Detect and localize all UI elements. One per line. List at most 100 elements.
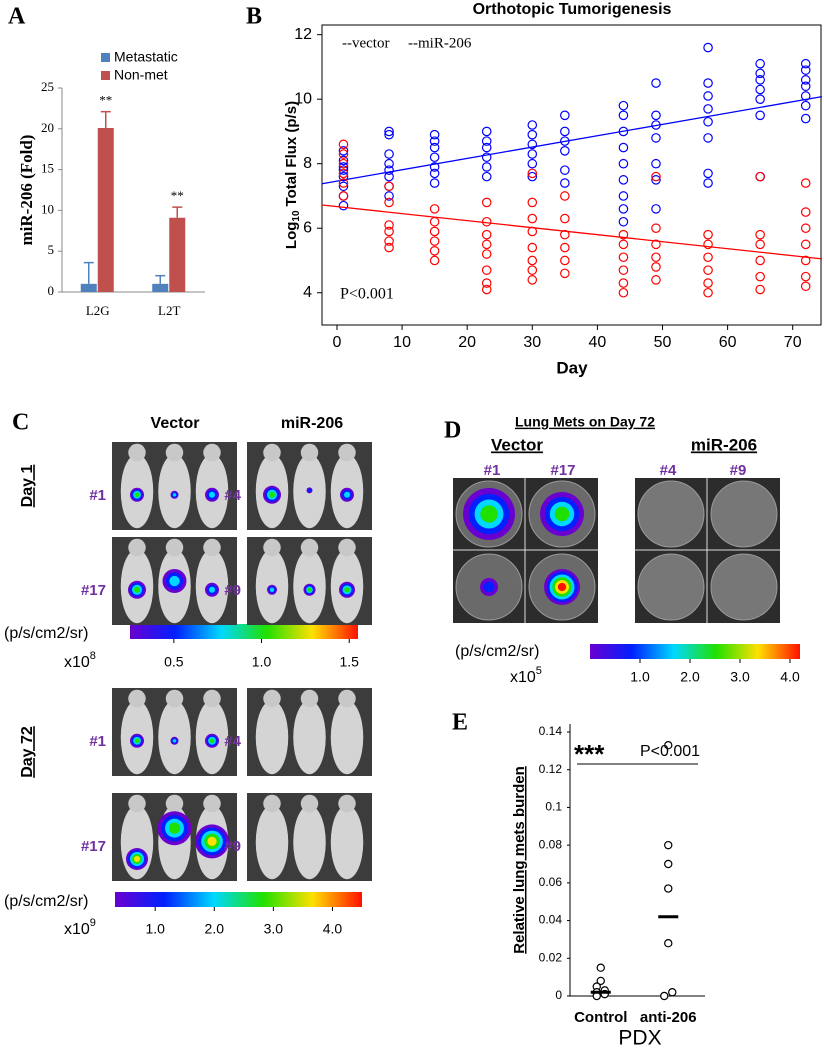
x-tick-label: 60: [719, 334, 737, 351]
point: [338, 181, 349, 192]
point: [560, 165, 570, 175]
mouse-head: [203, 794, 221, 813]
y-tick-label: 10: [294, 90, 312, 107]
panel-label: C: [12, 410, 29, 436]
fit-line: [321, 95, 823, 185]
x-axis-label: Day: [556, 358, 588, 377]
mouse: [293, 805, 326, 880]
mouse-head: [338, 443, 356, 462]
mouse-id: #1: [89, 487, 106, 504]
point: [703, 178, 713, 188]
colorbar-tick-label: 4.0: [780, 669, 800, 685]
point: [755, 58, 765, 69]
point: [429, 142, 440, 153]
p-value: P<0.001: [640, 743, 700, 760]
point: [429, 204, 440, 214]
point: [338, 168, 349, 179]
point: [664, 741, 673, 750]
point: [651, 110, 661, 121]
colorbar-tick-label: 0.5: [164, 654, 184, 670]
error-bar: [155, 274, 166, 284]
signal: [269, 587, 275, 592]
point: [755, 94, 765, 104]
significance: **: [99, 93, 112, 108]
mouse-id: #17: [81, 582, 106, 599]
point: [481, 142, 492, 153]
significance: **: [171, 188, 184, 203]
day-label: Day 72: [19, 726, 36, 778]
point: [429, 136, 440, 146]
mouse-head: [203, 443, 221, 462]
point: [618, 158, 629, 169]
y-tick-label: 20: [41, 120, 54, 135]
point: [338, 158, 349, 169]
signal: [209, 491, 215, 498]
y-tick-label: 5: [48, 242, 55, 257]
mouse-head: [128, 443, 146, 462]
point: [660, 991, 669, 1001]
point: [481, 229, 492, 240]
y-tick-label: 25: [41, 79, 54, 94]
legend-swatch: [101, 53, 110, 62]
x-tick-label: Control: [574, 1009, 627, 1026]
y-label-part: Total Flux (p/s): [283, 101, 300, 207]
error-bar: [100, 110, 111, 128]
mouse-head: [300, 794, 319, 813]
point: [338, 178, 349, 188]
point: [651, 175, 661, 185]
mouse-head: [338, 794, 356, 813]
multiplier-exponent: 5: [536, 665, 542, 677]
signal: [269, 491, 275, 498]
point: [755, 229, 765, 240]
panel-label: B: [246, 4, 262, 30]
point: [481, 171, 492, 182]
y-axis-label: miR-206 (Fold): [17, 135, 36, 246]
point: [560, 242, 570, 253]
column-header: Vector: [151, 415, 200, 432]
point: [429, 216, 440, 227]
colorbar: [590, 644, 800, 659]
colorbar-tick-label: 1.0: [630, 669, 650, 685]
error-bar: [83, 261, 94, 284]
point: [384, 165, 394, 175]
well: [710, 553, 778, 621]
mouse-head: [165, 794, 184, 813]
colorbar-multiplier: x108: [64, 650, 96, 671]
colorbar-tick-label: 4.0: [323, 921, 343, 937]
point: [527, 265, 538, 275]
point: [384, 149, 394, 159]
y-tick-label: 10: [41, 201, 54, 216]
point: [800, 281, 811, 292]
y-axis-label: Relative lung mets burden: [511, 766, 528, 954]
plot-frame: [321, 24, 822, 326]
mouse-head: [300, 689, 319, 708]
point: [481, 249, 492, 259]
well: [637, 480, 705, 548]
y-tick-label: 15: [41, 161, 54, 176]
point: [800, 65, 811, 75]
x-tick-label: L2T: [158, 303, 180, 318]
signal: [554, 506, 570, 522]
point: [338, 162, 349, 172]
x-tick-label: 70: [784, 334, 802, 351]
signal: [172, 493, 177, 497]
point: [618, 100, 629, 111]
bar: [80, 283, 97, 292]
colorbar-unit: (p/s/cm2/sr): [4, 893, 88, 910]
point: [755, 171, 765, 182]
well-id: #4: [660, 462, 677, 479]
point: [703, 116, 713, 127]
y-label-sub: 10: [291, 210, 302, 222]
point: [338, 149, 349, 159]
point: [429, 226, 440, 237]
legend-label: --miR-206: [408, 35, 472, 51]
point: [429, 129, 440, 140]
mouse-head: [263, 538, 281, 557]
point: [384, 220, 394, 230]
point: [800, 113, 811, 124]
point: [384, 126, 394, 137]
colorbar-tick-label: 2.0: [205, 921, 225, 937]
point: [651, 204, 661, 214]
y-tick-label: 0.12: [539, 762, 563, 776]
